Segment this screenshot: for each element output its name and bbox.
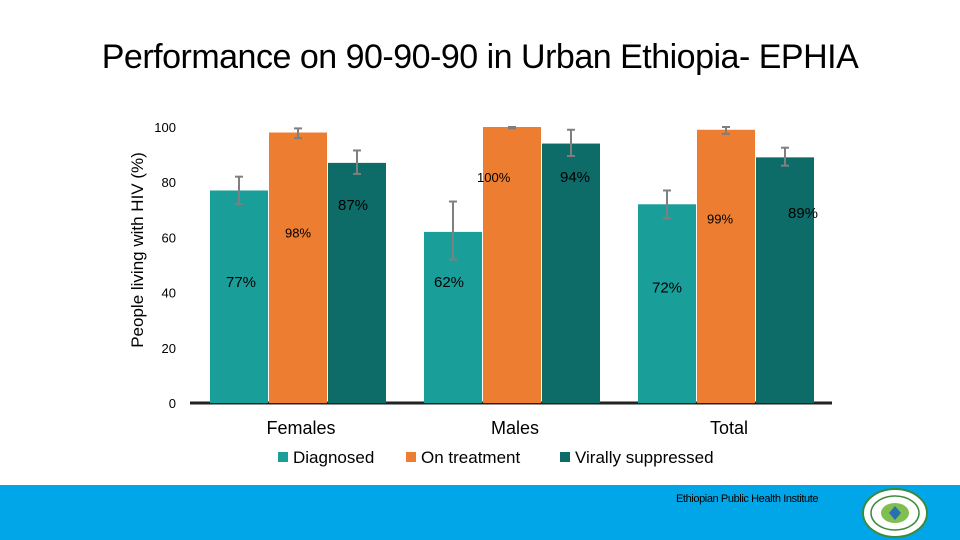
data-label: 89% xyxy=(788,205,818,222)
data-label: 77% xyxy=(226,274,256,291)
legend-label: On treatment xyxy=(421,448,520,467)
bar-diagnosed xyxy=(638,204,696,403)
legend-swatch-on_treatment xyxy=(406,452,416,462)
y-axis-label: People living with HIV (%) xyxy=(128,152,147,348)
y-tick-label: 80 xyxy=(162,175,176,190)
legend-label: Virally suppressed xyxy=(575,448,714,467)
legend-label: Diagnosed xyxy=(293,448,374,467)
bar-on_treatment xyxy=(269,132,327,403)
y-tick-label: 0 xyxy=(169,396,176,411)
data-label: 98% xyxy=(285,225,311,240)
bar-on_treatment xyxy=(697,129,755,403)
y-tick-label: 60 xyxy=(162,230,176,245)
x-tick-label: Males xyxy=(491,418,539,438)
data-label: 62% xyxy=(434,274,464,291)
bar-on_treatment xyxy=(483,127,541,403)
ephi-logo-icon xyxy=(862,488,928,538)
y-tick-label: 20 xyxy=(162,341,176,356)
bar-virally_suppressed xyxy=(756,157,814,403)
y-tick-label: 40 xyxy=(162,286,176,301)
data-label: 99% xyxy=(707,212,733,227)
y-tick-label: 100 xyxy=(154,120,176,135)
x-tick-label: Females xyxy=(266,418,335,438)
data-label: 72% xyxy=(652,280,682,297)
footer-bar xyxy=(0,485,960,540)
chart-title: Performance on 90-90-90 in Urban Ethiopi… xyxy=(101,38,859,76)
data-label: 94% xyxy=(560,169,590,186)
legend-swatch-virally_suppressed xyxy=(560,452,570,462)
bar-diagnosed xyxy=(210,190,268,403)
bar-chart: People living with HIV (%) 0 20 40 60 80 100 77… xyxy=(128,120,832,467)
data-label: 87% xyxy=(338,197,368,214)
x-tick-label: Total xyxy=(710,418,748,438)
footer-institute-name: Ethiopian Public Health Institute xyxy=(676,493,819,505)
data-label: 100% xyxy=(477,170,511,185)
legend-swatch-diagnosed xyxy=(278,452,288,462)
bar-virally_suppressed xyxy=(328,162,386,403)
bar-virally_suppressed xyxy=(542,143,600,403)
